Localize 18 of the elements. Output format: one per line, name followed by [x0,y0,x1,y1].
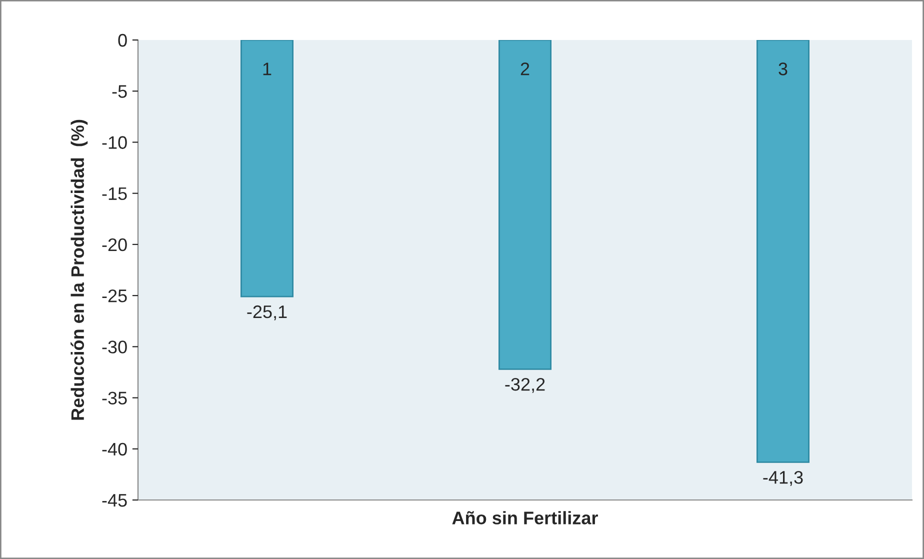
x-tick-label: 3 [778,62,788,76]
y-tick-label: -30 [102,340,127,354]
x-tick-label: 1 [263,62,272,76]
data-label: -25,1 [247,305,287,320]
y-tick-label: -20 [102,238,127,252]
y-axis-title: Reducción en la Productividad (%) [70,120,88,420]
data-label: -41,3 [763,470,803,486]
y-tick-label: -25 [102,289,127,302]
x-axis-title: Año sin Fertilizar [452,511,598,524]
x-tick-label: 2 [520,62,530,76]
y-tick-label: -5 [112,85,127,98]
y-tick-label: -45 [102,494,127,507]
y-tick-label: 0 [118,34,127,47]
y-tick-label: -15 [102,187,127,200]
y-tick-label: -40 [102,442,127,456]
data-label: -32,2 [505,378,545,393]
y-tick-label: -10 [102,136,127,149]
y-tick-label: -35 [102,392,127,404]
